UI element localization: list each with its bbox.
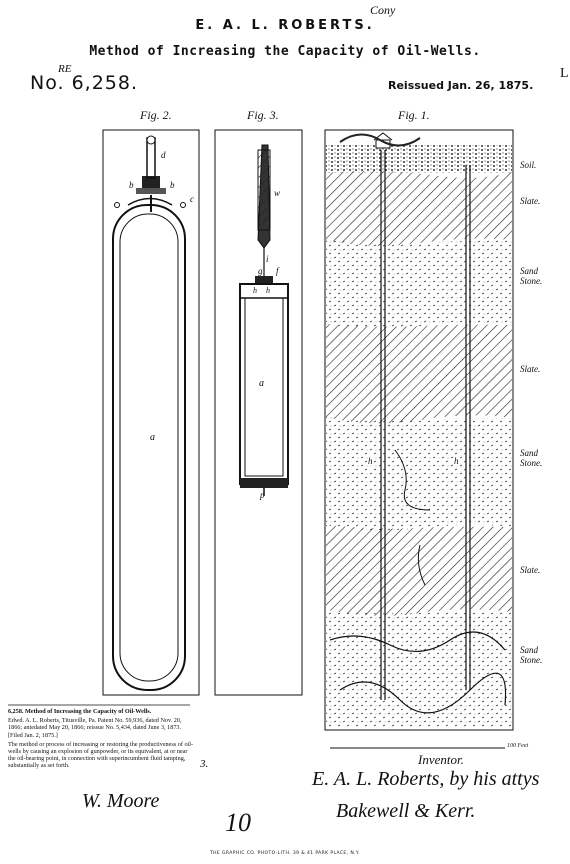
abstract-citation: Edwd. A. L. Roberts, Titusville, Pa. Pat…	[8, 717, 196, 739]
lithographer-footer: THE GRAPHIC CO. PHOTO-LITH. 39 & 41 PARK…	[0, 851, 570, 856]
fig3-label: Fig. 3.	[247, 108, 279, 123]
corner-mark: L	[560, 66, 569, 82]
fig3-ref-a: a	[259, 378, 264, 389]
fig3-ref-g: g	[258, 266, 263, 276]
stratum-label-sandstone-3: Sand Stone.	[520, 645, 560, 665]
inventor-signature: E. A. L. Roberts, by his attys	[312, 768, 539, 791]
fig2-ref-a: a	[150, 432, 155, 443]
witness-signature: W. Moore	[82, 790, 159, 813]
stratum-label-slate-3: Slate.	[520, 565, 540, 575]
fig3-ref-w: w	[274, 188, 280, 198]
abstract-body: The method or process of increasing or r…	[8, 741, 196, 770]
fig3-cartridge	[240, 145, 288, 496]
abstract-heading: 6,258. Method of Increasing the Capacity…	[8, 708, 196, 715]
fig1-strata	[326, 133, 512, 728]
fig2-ref-c: c	[190, 194, 194, 204]
fig3-ref-h1: h	[253, 286, 257, 295]
fig1-label: Fig. 1.	[398, 108, 430, 123]
patent-number: No. 6,258.	[30, 72, 138, 94]
scale-note: 100 Feet	[507, 743, 528, 749]
attorneys-signature: Bakewell & Kerr.	[336, 800, 475, 823]
stratum-label-sandstone-2: Sand Stone.	[520, 448, 560, 468]
inventor-name-title: E. A. L. ROBERTS.	[0, 18, 570, 33]
handwritten-number: 10	[225, 808, 251, 838]
stratum-label-sandstone-1: Sand Stone.	[520, 266, 560, 286]
stratum-label-slate-2: Slate.	[520, 364, 540, 374]
fig3-ref-p: p	[260, 490, 265, 500]
fig3-ref-f: f	[276, 266, 279, 276]
fig1-ref-h-left: h	[368, 456, 373, 466]
corner-note: Cony	[370, 3, 395, 18]
patent-title: Method of Increasing the Capacity of Oil…	[0, 44, 570, 59]
stratum-label-soil: Soil.	[520, 160, 536, 170]
stratum-label-slate-1: Slate.	[520, 196, 540, 206]
fig3-ref-h2: h	[266, 286, 270, 295]
inventor-label: Inventor.	[418, 752, 464, 768]
patent-abstract: 6,258. Method of Increasing the Capacity…	[8, 708, 196, 772]
fig1-ref-h-right: h	[454, 456, 459, 466]
fig2-ref-b-right: b	[170, 180, 175, 190]
fig2-ref-d: d	[161, 150, 166, 160]
fig2-label: Fig. 2.	[140, 108, 172, 123]
fig2-torpedo	[113, 136, 186, 690]
witness-mark: 3.	[200, 758, 208, 770]
reissue-date: Reissued Jan. 26, 1875.	[388, 79, 533, 92]
fig2-ref-b-left: b	[129, 180, 134, 190]
fig3-ref-i: i	[266, 254, 269, 264]
